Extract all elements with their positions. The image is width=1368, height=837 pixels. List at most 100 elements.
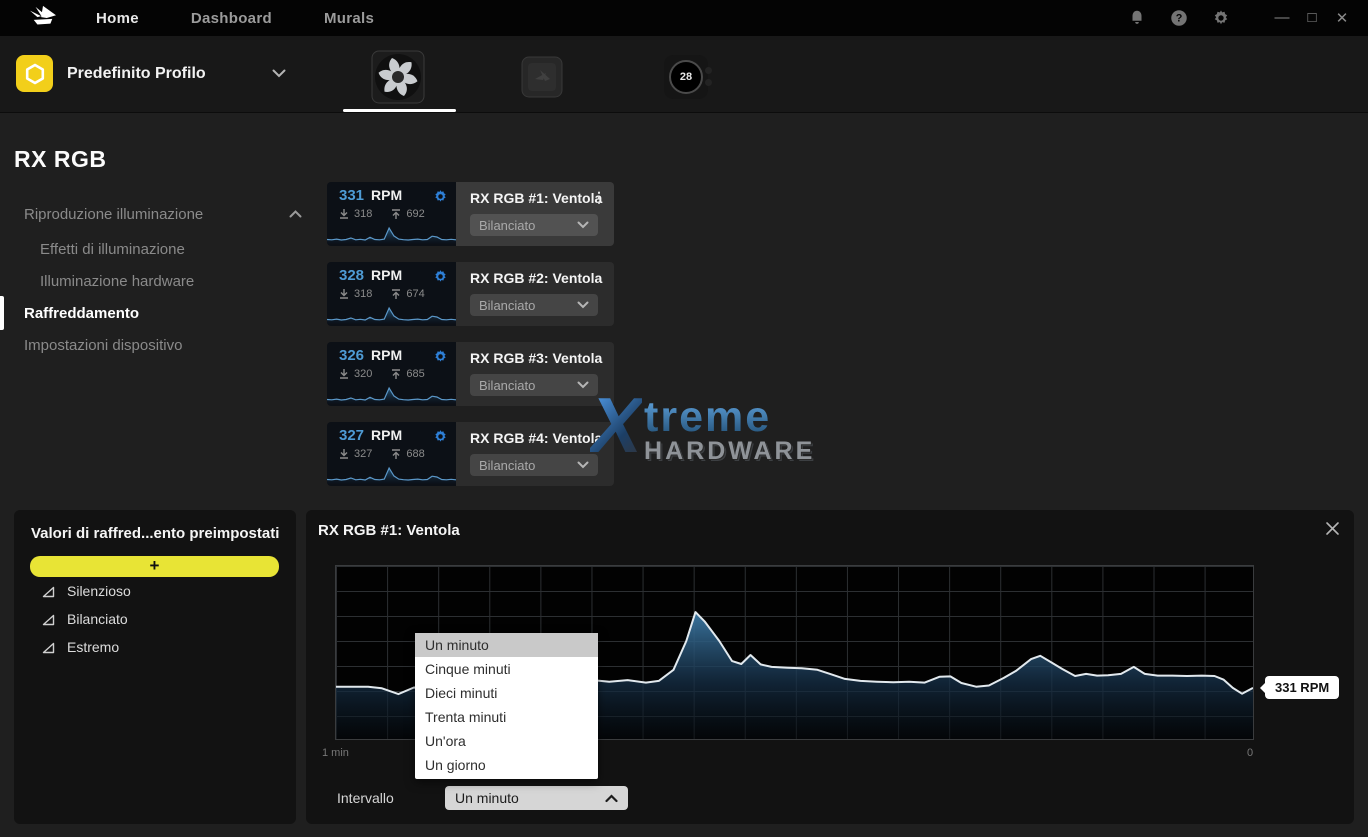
window-controls: — □ ✕ xyxy=(1274,9,1350,27)
fan-device-icon xyxy=(371,50,425,104)
fan-2-card[interactable]: RX RGB #2: Ventola Bilanciato xyxy=(456,262,614,326)
fan-4-sparkline xyxy=(327,466,456,484)
interval-option-dieci-minuti[interactable]: Dieci minuti xyxy=(425,685,498,701)
fan-4-monitor: 327 RPM 327 688 xyxy=(327,422,456,486)
notifications-bell-icon[interactable] xyxy=(1128,9,1146,27)
fan-1-max-rpm: 692 xyxy=(406,208,425,220)
fan-settings-gear-icon[interactable] xyxy=(433,269,448,284)
top-right-icons: ? — □ ✕ xyxy=(1128,9,1350,27)
fan-curve-icon xyxy=(42,586,55,597)
settings-gear-icon[interactable] xyxy=(1212,9,1230,27)
chevron-down-icon xyxy=(577,221,589,229)
max-rpm-icon xyxy=(392,449,401,459)
cooler-port-icon xyxy=(705,67,712,74)
profile-icon xyxy=(16,55,53,92)
fan-4-mode-select[interactable]: Bilanciato xyxy=(470,454,598,476)
fan-settings-gear-icon[interactable] xyxy=(433,429,448,444)
sidebar-item-riproduzione-illuminazione[interactable]: Riproduzione illuminazione xyxy=(0,195,322,233)
interval-option-trenta-minuti[interactable]: Trenta minuti xyxy=(425,709,507,725)
tab-fan-device[interactable] xyxy=(370,49,426,110)
nav-dashboard[interactable]: Dashboard xyxy=(190,9,272,27)
interval-option-cinque-minuti[interactable]: Cinque minuti xyxy=(425,661,511,677)
fan-2-rpm-value: 328 xyxy=(339,267,365,284)
fan-1-sparkline xyxy=(327,226,456,244)
x-axis-start-label: 1 min xyxy=(322,747,349,759)
interval-dropdown-menu: Un minuto Cinque minuti Dieci minuti Tre… xyxy=(415,633,598,779)
chevron-down-icon xyxy=(577,381,589,389)
close-window-button[interactable]: ✕ xyxy=(1335,10,1349,27)
fan-4-card[interactable]: RX RGB #4: Ventola Bilanciato xyxy=(456,422,614,486)
interval-option-un-minuto[interactable]: Un minuto xyxy=(415,633,598,657)
sidebar-item-effetti-di-illuminazione[interactable]: Effetti di illuminazione xyxy=(40,240,185,258)
preset-item-bilanciato[interactable]: Bilanciato xyxy=(42,605,296,633)
fan-3-mode-select[interactable]: Bilanciato xyxy=(470,374,598,396)
fan-2-max-rpm: 674 xyxy=(406,288,425,300)
nav-murals[interactable]: Murals xyxy=(323,9,375,27)
fan-3-sparkline xyxy=(327,386,456,404)
fan-settings-gear-icon[interactable] xyxy=(433,349,448,364)
fan-2-sparkline xyxy=(327,306,456,324)
cooler-device-icon: 28 xyxy=(664,55,712,99)
interval-option-un-giorno[interactable]: Un giorno xyxy=(425,757,486,773)
minimize-button[interactable]: — xyxy=(1274,9,1290,26)
main-nav: Home Dashboard Murals xyxy=(96,10,374,27)
sidebar-item-illuminazione-hardware[interactable]: Illuminazione hardware xyxy=(40,272,195,290)
chevron-down-icon xyxy=(272,69,286,78)
fan-row-4[interactable]: 327 RPM 327 688 RX RGB #4: Ven xyxy=(327,422,614,486)
nav-home[interactable]: Home xyxy=(96,9,139,27)
min-rpm-icon xyxy=(340,289,348,299)
svg-text:?: ? xyxy=(1176,13,1183,25)
add-preset-button[interactable]: + xyxy=(30,556,279,577)
interval-option-un-ora[interactable]: Un'ora xyxy=(425,733,466,749)
fan-row-2[interactable]: 328 RPM 318 674 RX RGB #2: Ven xyxy=(327,262,614,326)
preset-item-estremo[interactable]: Estremo xyxy=(42,633,296,661)
fan-3-card[interactable]: RX RGB #3: Ventola Bilanciato xyxy=(456,342,614,406)
fan-curve-icon xyxy=(42,642,55,653)
fan-4-name: RX RGB #4: Ventola xyxy=(470,430,603,446)
fan-2-name: RX RGB #2: Ventola xyxy=(470,270,603,286)
interval-label: Intervallo xyxy=(337,790,394,806)
close-panel-icon[interactable] xyxy=(1325,521,1340,536)
fan-curve-icon xyxy=(42,614,55,625)
sidebar-item-impostazioni-dispositivo[interactable]: Impostazioni dispositivo xyxy=(24,336,183,354)
preset-item-silenzioso[interactable]: Silenzioso xyxy=(42,577,296,605)
xtreme-hardware-watermark: X treme HARDWARE xyxy=(590,381,816,469)
fan-2-min-rpm: 318 xyxy=(354,288,373,300)
fan-1-menu-kebab-icon[interactable]: ⋮ xyxy=(592,189,606,205)
fan-row-3[interactable]: 326 RPM 320 685 RX RGB #3: Ven xyxy=(327,342,614,406)
fan-2-mode-select[interactable]: Bilanciato xyxy=(470,294,598,316)
profile-device-bar: Predefinito Profilo xyxy=(0,36,1368,113)
fan-settings-gear-icon[interactable] xyxy=(433,189,448,204)
sidebar-item-raffreddamento[interactable]: Raffreddamento xyxy=(0,296,322,330)
presets-panel-title: Valori di raffred...ento preimpostati xyxy=(31,525,280,542)
help-icon[interactable]: ? xyxy=(1170,9,1188,27)
x-axis-end-label: 0 xyxy=(1247,747,1254,759)
current-rpm-badge: 331 RPM xyxy=(1259,676,1340,699)
cooler-port-icon xyxy=(705,79,712,86)
interval-select[interactable]: Un minuto xyxy=(445,786,628,810)
maximize-button[interactable]: □ xyxy=(1307,9,1317,26)
fan-1-monitor: 331 RPM 318 692 xyxy=(327,182,456,246)
fan-row-1[interactable]: 331 RPM 318 692 RX RGB #1: Ven xyxy=(327,182,614,246)
fan-3-max-rpm: 685 xyxy=(406,368,425,380)
max-rpm-icon xyxy=(392,209,401,219)
fan-4-max-rpm: 688 xyxy=(406,448,425,460)
fan-3-monitor: 326 RPM 320 685 xyxy=(327,342,456,406)
fan-1-card[interactable]: RX RGB #1: Ventola ⋮ Bilanciato xyxy=(456,182,614,246)
fan-1-mode-select[interactable]: Bilanciato xyxy=(470,214,598,236)
min-rpm-icon xyxy=(340,209,348,219)
fan-3-name: RX RGB #3: Ventola xyxy=(470,350,603,366)
profile-selector[interactable]: Predefinito Profilo xyxy=(16,55,286,92)
chevron-down-icon xyxy=(577,461,589,469)
tab-cooler-device[interactable]: 28 xyxy=(664,55,712,99)
sidebar: RX RGB Riproduzione illuminazione Effett… xyxy=(0,138,322,361)
chevron-up-icon xyxy=(289,210,302,218)
corsair-logo-icon xyxy=(30,5,56,25)
tab-keyboard-device[interactable] xyxy=(520,55,564,104)
fan-list: 331 RPM 318 692 RX RGB #1: Ven xyxy=(327,182,614,502)
cooling-presets-panel: Valori di raffred...ento preimpostati + … xyxy=(14,510,296,824)
chevron-up-icon xyxy=(605,793,618,802)
fan-1-name: RX RGB #1: Ventola xyxy=(470,190,603,206)
fan-3-min-rpm: 320 xyxy=(354,368,373,380)
